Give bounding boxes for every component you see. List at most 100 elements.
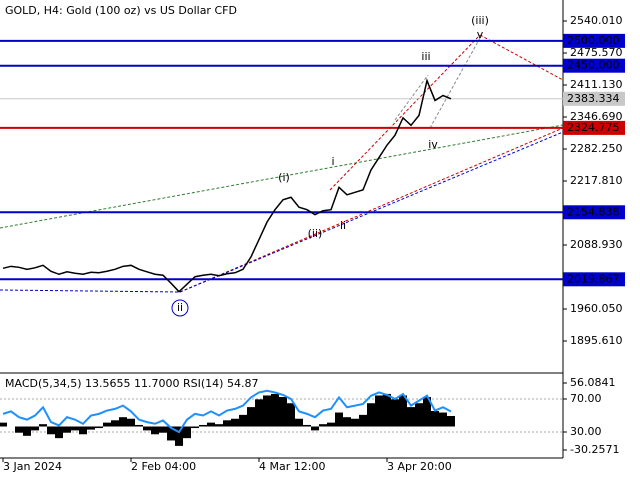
macd-bar [295, 418, 303, 427]
macd-bar [431, 410, 439, 427]
macd-bar [87, 426, 95, 430]
x-tick-label: 3 Jan 2024 [3, 460, 62, 473]
macd-bar [55, 426, 63, 439]
macd-bar [391, 399, 399, 427]
price-label-box [563, 91, 625, 106]
macd-bar [375, 395, 383, 427]
macd-bar [343, 417, 351, 427]
x-tick-label: 3 Apr 20:00 [387, 460, 452, 473]
macd-bar [271, 393, 279, 427]
wave-circle [171, 299, 189, 317]
macd-bar [279, 397, 287, 427]
wave-label: (iii) [471, 14, 489, 27]
price-line [2, 78, 452, 293]
macd-bar [183, 426, 191, 439]
macd-bar [63, 426, 71, 433]
level-label: 2324.775 [567, 121, 620, 134]
macd-bar [135, 424, 143, 427]
level-label: 2154.838 [567, 205, 620, 218]
y-tick-label: 70.00 [570, 392, 602, 405]
level-label: 2450.000 [567, 59, 620, 72]
macd-bar [79, 426, 87, 435]
macd-bar [447, 415, 455, 427]
indicator-title: MACD(5,34,5) 13.5655 11.7000 RSI(14) 54.… [5, 377, 258, 390]
x-tick-label: 4 Mar 12:00 [259, 460, 325, 473]
level-label-box [563, 272, 625, 287]
macd-bar [199, 424, 207, 427]
macd-bar [71, 426, 79, 431]
y-tick-label: 56.0841 [570, 376, 616, 389]
macd-bar [231, 418, 239, 427]
macd-bar [415, 403, 423, 427]
wave-label: i [331, 155, 334, 168]
wave-label: ii [340, 219, 346, 232]
wave-label: iii [421, 50, 430, 63]
macd-bar [39, 424, 47, 427]
macd-bar [159, 426, 167, 433]
y-tick-label: 2088.930 [570, 238, 623, 251]
macd-bar [319, 424, 327, 427]
macd-bar [23, 426, 31, 436]
y-tick-label: 2411.130 [570, 78, 623, 91]
y-tick-label: 2540.010 [570, 14, 623, 27]
trend-line [394, 74, 429, 121]
level-label-box [563, 120, 625, 135]
trend-line [0, 124, 564, 229]
macd-bar [0, 422, 7, 427]
y-tick-label: 30.00 [570, 425, 602, 438]
macd-bar [167, 426, 175, 441]
macd-bar [111, 420, 119, 427]
macd-bar [423, 397, 431, 427]
macd-bar [143, 426, 151, 431]
macd-bar [359, 414, 367, 427]
macd-bar [351, 418, 359, 427]
macd-bar [399, 395, 407, 427]
macd-bar [95, 426, 103, 429]
y-tick-label: -30.2571 [570, 443, 619, 456]
macd-bar [303, 424, 311, 427]
macd-bar [263, 395, 271, 427]
current-price-label: 2383.334 [567, 92, 620, 105]
trend-line [179, 127, 564, 293]
macd-bar [207, 422, 215, 427]
level-label-box [563, 33, 625, 48]
macd-bar [335, 412, 343, 427]
trend-line [479, 34, 564, 81]
macd-bar [367, 403, 375, 427]
wave-label: iv [428, 138, 438, 151]
macd-bar [223, 420, 231, 427]
macd-bar [247, 407, 255, 427]
macd-bar [119, 417, 127, 427]
macd-bar [311, 426, 319, 431]
rsi-line [2, 389, 452, 434]
wave-label: ii [177, 301, 183, 314]
macd-bar [103, 422, 111, 427]
macd-bar [191, 426, 199, 429]
macd-bar [15, 426, 23, 433]
trend-line [0, 289, 181, 293]
chart-title: GOLD, H4: Gold (100 oz) vs US Dollar CFD [5, 4, 237, 17]
y-tick-label: 2346.690 [570, 110, 623, 123]
macd-bar [383, 393, 391, 427]
macd-bar [287, 403, 295, 427]
x-tick-label: 2 Feb 04:00 [131, 460, 196, 473]
level-label-box [563, 58, 625, 73]
macd-bar [175, 426, 183, 446]
macd-bar [127, 418, 135, 427]
macd-bar [327, 422, 335, 427]
macd-bar [255, 399, 263, 427]
level-label: 2500.000 [567, 34, 620, 47]
macd-bar [151, 426, 159, 435]
y-tick-label: 1895.610 [570, 334, 623, 347]
macd-bar [439, 412, 447, 427]
macd-bar [215, 424, 223, 427]
y-tick-label: 2475.570 [570, 46, 623, 59]
macd-bar [407, 407, 415, 427]
wave-label: (i) [278, 171, 290, 184]
y-tick-label: 1960.050 [570, 302, 623, 315]
macd-bar [239, 414, 247, 427]
macd-bar [31, 426, 39, 431]
trend-line [429, 37, 481, 129]
level-label: 2019.867 [567, 272, 620, 285]
